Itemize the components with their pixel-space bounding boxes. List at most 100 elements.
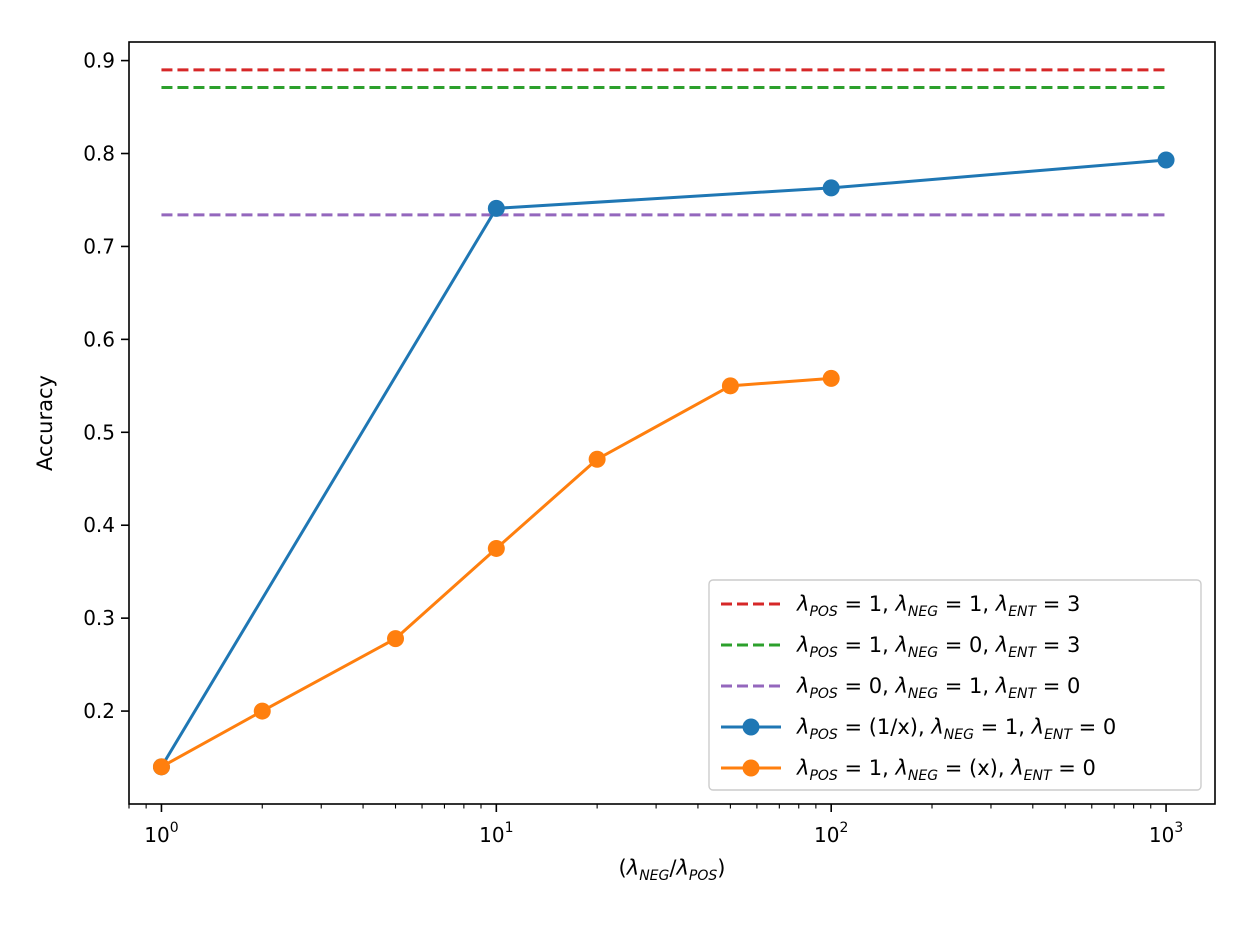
tick-base: 10 [1149,823,1174,847]
series-2-point [387,630,405,648]
legend-label: λPOS = 1, λNEG = (x), λENT = 0 [796,756,1096,784]
tick-exponent: 2 [839,820,848,836]
y-tick-label: 0.2 [83,699,115,723]
lambda-subscript: NEG [908,604,938,620]
lambda-subscript: POS [809,686,837,702]
separator [889,633,896,657]
separator [889,592,896,616]
lambda-subscript: ENT [1008,645,1037,661]
legend-label: λPOS = 0, λNEG = 1, λENT = 0 [796,674,1080,702]
tick-base: 10 [144,823,169,847]
series-2-point [822,369,840,387]
lambda-subscript: ENT [1044,727,1073,743]
lambda-subscript: POS [809,768,837,784]
legend-swatch-marker [742,759,760,777]
lambda-value: = 1, [838,592,889,616]
separator [889,674,896,698]
lambda-value: = 0, [838,674,889,698]
lambda-subscript: POS [809,604,837,620]
lambda-symbol: λ [894,756,907,780]
x-tick-label: 100 [144,820,178,847]
series-1-point [822,179,840,197]
lambda-value: = 1, [938,674,989,698]
legend-box [708,579,1202,791]
y-tick-label: 0.3 [83,606,115,630]
lambda-value: = 1, [838,633,889,657]
tick-exponent: 3 [1174,820,1183,836]
tick-exponent: 1 [505,820,514,836]
lambda-symbol: λ [1010,756,1023,780]
lambda-symbol: λ [894,592,907,616]
lambda-value: = 0 [1036,674,1080,698]
series-2-point [487,539,505,557]
lambda-subscript: NEG [908,645,938,661]
x-tick-label: 101 [479,820,513,847]
separator [889,756,896,780]
legend-swatch-marker [742,718,760,736]
y-tick-label: 0.7 [83,234,115,258]
paren: ( [619,856,627,880]
separator [989,633,996,657]
y-tick-label: 0.6 [83,327,115,351]
series-1-point [1157,151,1175,169]
lambda-subscript: POS [689,868,717,884]
y-tick-label: 0.4 [83,513,115,537]
slash: / [669,856,677,880]
lambda-symbol: λ [995,674,1008,698]
separator [1005,756,1012,780]
series-1-point [487,199,505,217]
lambda-subscript: NEG [639,868,669,884]
paren: ) [717,856,725,880]
legend-entry-1: λPOS = 1, λNEG = 1, λENT = 3 [721,592,1080,620]
lambda-value: = 1, [974,715,1025,739]
y-axis-label: Accuracy [33,375,57,471]
lambda-symbol: λ [796,715,809,739]
lambda-value: = (x), [938,756,1004,780]
lambda-symbol: λ [796,592,809,616]
plot-layer [152,68,1175,776]
series-2-point [721,377,739,395]
lambda-subscript: ENT [1008,604,1037,620]
lambda-subscript: NEG [908,686,938,702]
lambda-subscript: NEG [908,768,938,784]
separator [1025,715,1032,739]
y-tick-label: 0.9 [83,49,115,73]
x-axis-label: (λNEG/λPOS) [619,856,726,884]
lambda-symbol: λ [1031,715,1044,739]
lambda-value: = (1/x), [838,715,925,739]
legend-label: λPOS = 1, λNEG = 1, λENT = 3 [796,592,1080,620]
legend-label: λPOS = 1, λNEG = 0, λENT = 3 [796,633,1080,661]
lambda-value: = 3 [1036,592,1080,616]
lambda-symbol: λ [796,633,809,657]
lambda-symbol: λ [626,856,639,880]
series-2-point [253,702,271,720]
series-2-point [152,758,170,776]
series-1-line [160,158,1167,768]
tick-base: 10 [814,823,839,847]
y-tick-label: 0.5 [83,420,115,444]
legend-label: λPOS = (1/x), λNEG = 1, λENT = 0 [796,715,1116,743]
separator [925,715,932,739]
legend-entry-5: λPOS = 1, λNEG = (x), λENT = 0 [721,756,1096,784]
lambda-subscript: NEG [944,727,974,743]
lambda-subscript: POS [809,645,837,661]
lambda-subscript: ENT [1024,768,1053,784]
legend-entry-3: λPOS = 0, λNEG = 1, λENT = 0 [721,674,1080,702]
tick-base: 10 [479,823,504,847]
lambda-symbol: λ [796,756,809,780]
legend-entry-4: λPOS = (1/x), λNEG = 1, λENT = 0 [721,715,1116,743]
lambda-value: = 0, [938,633,989,657]
lambda-value: = 0 [1052,756,1096,780]
lambda-symbol: λ [930,715,943,739]
lambda-symbol: λ [995,592,1008,616]
series-2-point [588,450,606,468]
lambda-subscript: POS [809,727,837,743]
x-tick-label: 102 [814,820,848,847]
y-tick-label: 0.8 [83,142,115,166]
separator [989,674,996,698]
lambda-symbol: λ [995,633,1008,657]
axes-frame [128,41,1216,805]
